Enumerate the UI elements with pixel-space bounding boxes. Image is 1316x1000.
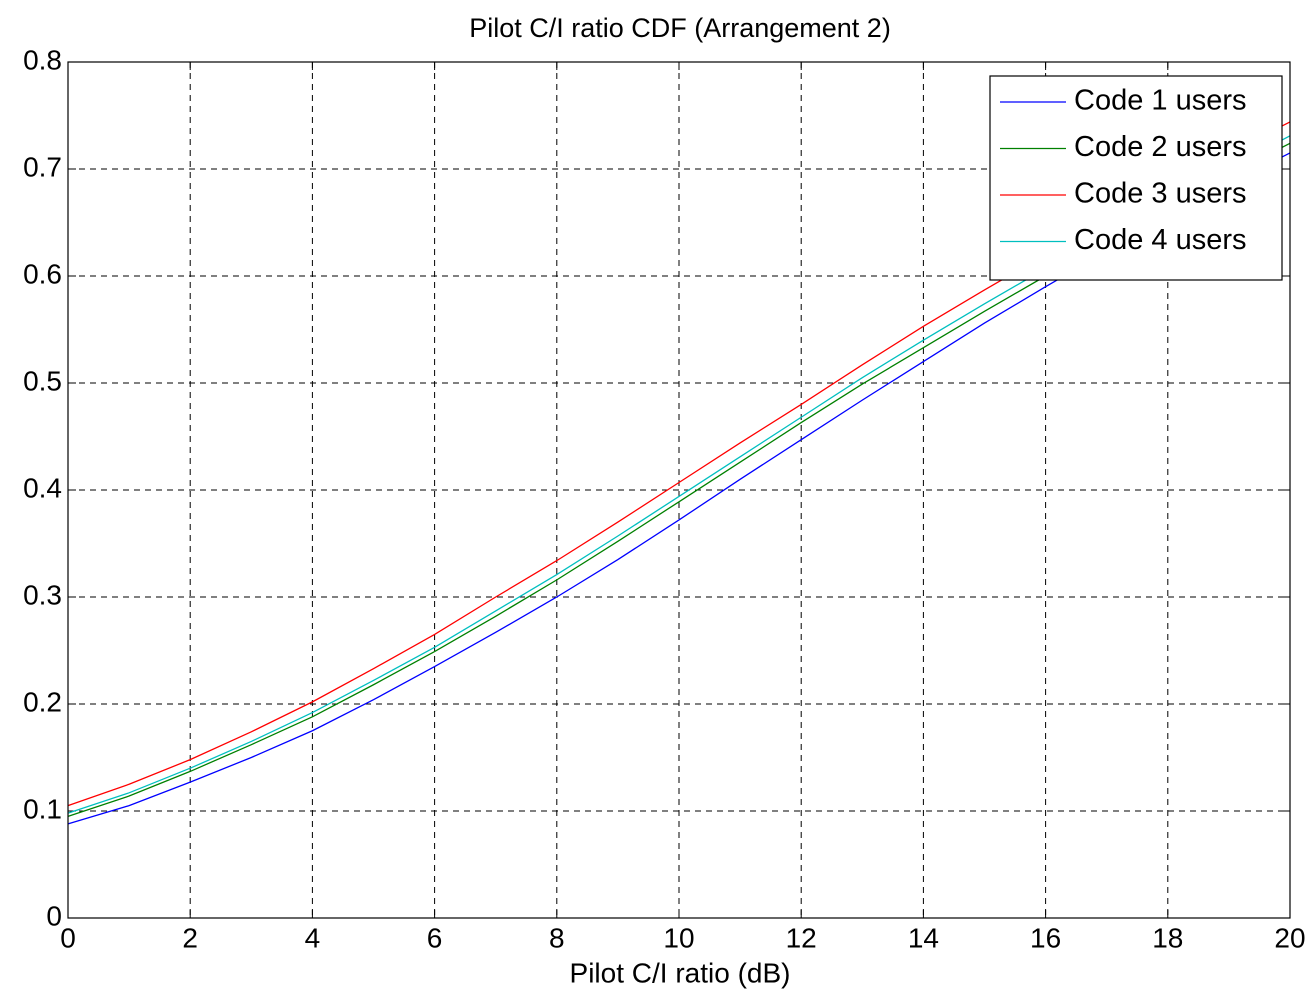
x-tick-label: 10	[663, 922, 694, 953]
y-tick-label: 0.2	[23, 686, 62, 717]
y-tick-label: 0.3	[23, 579, 62, 610]
y-tick-label: 0.8	[23, 44, 62, 75]
x-tick-label: 12	[786, 922, 817, 953]
legend-label: Code 2 users	[1074, 131, 1247, 163]
x-tick-label: 20	[1274, 922, 1305, 953]
x-tick-label: 14	[908, 922, 939, 953]
legend-box	[989, 75, 1283, 281]
x-tick-label: 18	[1152, 922, 1183, 953]
x-tick-label: 8	[549, 922, 565, 953]
plot-frame	[67, 61, 1291, 919]
legend-label: Code 3 users	[1074, 178, 1247, 210]
y-tick-label: 0.7	[23, 151, 62, 182]
x-tick-label: 6	[427, 922, 443, 953]
x-tick-label: 2	[182, 922, 198, 953]
x-axis-label: Pilot C/I ratio (dB)	[570, 957, 791, 988]
x-tick-label: 16	[1030, 922, 1061, 953]
y-tick-label: 0.5	[23, 365, 62, 396]
chart-title: Pilot C/I ratio CDF (Arrangement 2)	[469, 13, 891, 43]
y-tick-label: 0.6	[23, 258, 62, 289]
x-tick-label: 4	[305, 922, 321, 953]
legend-label: Code 1 users	[1074, 85, 1247, 117]
y-tick-label: 0.1	[23, 793, 62, 824]
legend-label: Code 4 users	[1074, 224, 1247, 256]
y-tick-label: 0	[46, 900, 62, 931]
y-tick-label: 0.4	[23, 472, 62, 503]
x-tick-label: 0	[60, 922, 76, 953]
